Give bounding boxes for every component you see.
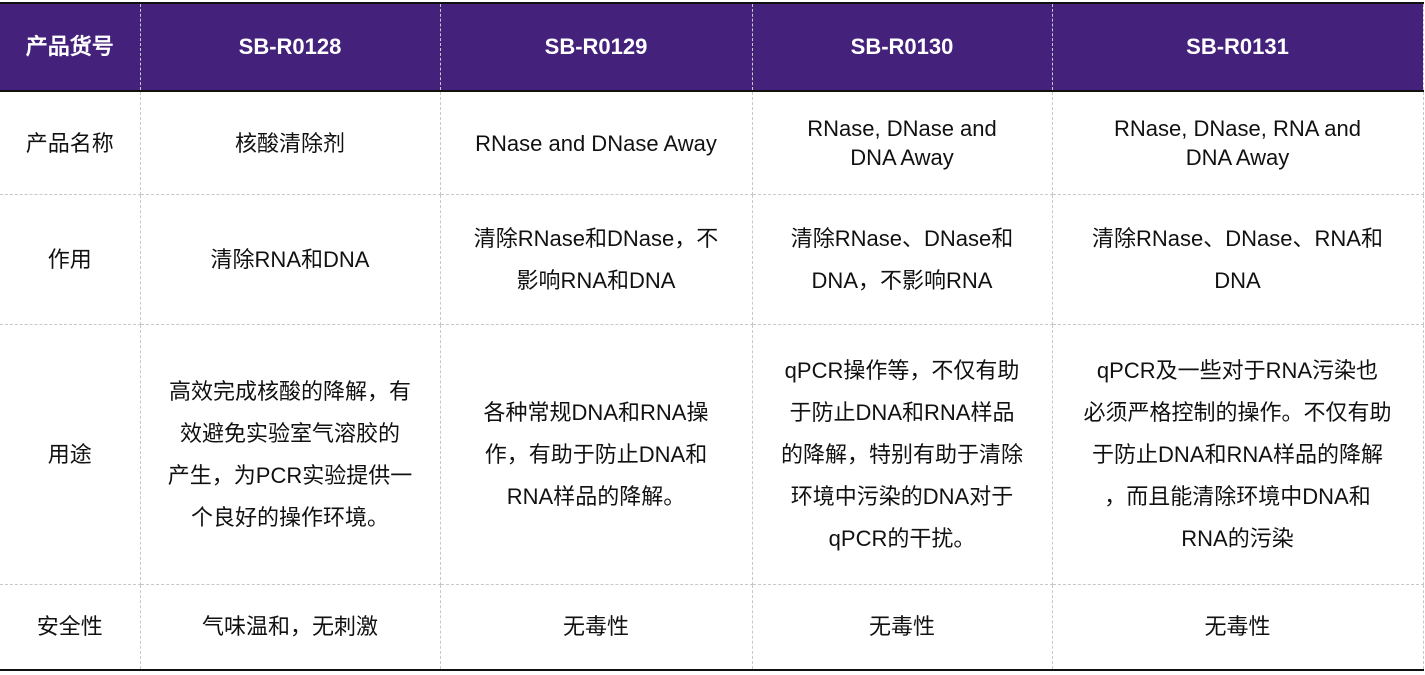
table-row-safety: 安全性 气味温和，无刺激 无毒性 无毒性 无毒性: [0, 584, 1424, 670]
table-cell: qPCR及一些对于RNA污染也 必须严格控制的操作。不仅有助 于防止DNA和RN…: [1051, 324, 1424, 585]
header-row: 产品货号 SB-R0128 SB-R0129 SB-R0130 SB-R0131: [0, 3, 1424, 92]
table-cell: 清除RNase、DNase和 DNA，不影响RNA: [751, 194, 1053, 325]
header-sku: SB-R0130: [751, 3, 1053, 92]
table-row-usage: 用途 高效完成核酸的降解，有 效避免实验室气溶胶的 产生，为PCR实验提供一 个…: [0, 324, 1424, 585]
table-cell: 高效完成核酸的降解，有 效避免实验室气溶胶的 产生，为PCR实验提供一 个良好的…: [139, 324, 441, 585]
table-cell: 清除RNase、DNase、RNA和 DNA: [1051, 194, 1424, 325]
table-cell: 无毒性: [439, 584, 753, 670]
row-label: 安全性: [0, 584, 141, 670]
table-cell: 核酸清除剂: [139, 91, 441, 195]
table-cell: 气味温和，无刺激: [139, 584, 441, 670]
table-row-name: 产品名称 核酸清除剂 RNase and DNase Away RNase, D…: [0, 91, 1424, 195]
table-cell: 各种常规DNA和RNA操 作，有助于防止DNA和 RNA样品的降解。: [439, 324, 753, 585]
header-product-code: 产品货号: [0, 3, 141, 92]
row-label: 产品名称: [0, 91, 141, 195]
table-cell: 清除RNA和DNA: [139, 194, 441, 325]
table-cell: RNase and DNase Away: [439, 91, 753, 195]
header-sku: SB-R0129: [439, 3, 753, 92]
table-cell: qPCR操作等，不仅有助 于防止DNA和RNA样品 的降解，特别有助于清除 环境…: [751, 324, 1053, 585]
table-cell: 清除RNase和DNase，不 影响RNA和DNA: [439, 194, 753, 325]
table-row-function: 作用 清除RNA和DNA 清除RNase和DNase，不 影响RNA和DNA 清…: [0, 194, 1424, 325]
table-cell: RNase, DNase and DNA Away: [751, 91, 1053, 195]
table-cell: RNase, DNase, RNA and DNA Away: [1051, 91, 1424, 195]
row-label: 作用: [0, 194, 141, 325]
header-sku: SB-R0131: [1051, 3, 1424, 92]
header-sku: SB-R0128: [139, 3, 441, 92]
row-label: 用途: [0, 324, 141, 585]
table-cell: 无毒性: [751, 584, 1053, 670]
table-cell: 无毒性: [1051, 584, 1424, 670]
